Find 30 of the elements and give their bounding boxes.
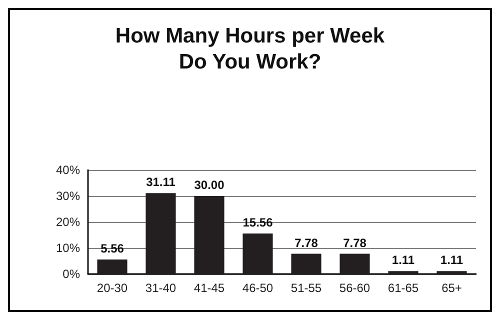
data-label: 7.78: [294, 236, 318, 250]
data-label: 31.11: [146, 175, 176, 190]
data-label: 1.11: [392, 253, 415, 268]
x-tick-label: 20-30: [96, 281, 128, 295]
data-label: 7.78: [343, 236, 367, 250]
y-tick-label: 40%: [56, 163, 80, 177]
bar: [97, 260, 128, 274]
chart-title: How Many Hours per Week Do You Work?: [115, 24, 385, 74]
data-label: 5.56: [100, 242, 124, 256]
bar: [146, 193, 176, 274]
x-tick-label: 65+: [442, 281, 462, 295]
data-label: 30.00: [194, 178, 225, 192]
y-tick-label: 30%: [56, 189, 80, 203]
x-tick-label: 31-40: [145, 281, 176, 295]
data-label: 1.11: [440, 253, 464, 268]
y-tick-label: 0%: [62, 267, 80, 281]
y-tick-label: 10%: [56, 241, 80, 255]
x-tick-label: 51-55: [290, 281, 322, 295]
bar: [340, 254, 370, 274]
x-tick-label: 61-65: [388, 281, 419, 295]
x-tick-label: 46-50: [242, 281, 274, 295]
x-tick-label: 41-45: [194, 281, 225, 295]
y-tick-label: 20%: [56, 215, 80, 229]
x-tick-label: 56-60: [339, 281, 370, 295]
data-label: 15.56: [242, 216, 274, 230]
bar: [242, 234, 273, 274]
bar: [436, 271, 467, 274]
bar: [291, 254, 322, 274]
bar: [194, 196, 224, 274]
bar: [388, 271, 418, 274]
